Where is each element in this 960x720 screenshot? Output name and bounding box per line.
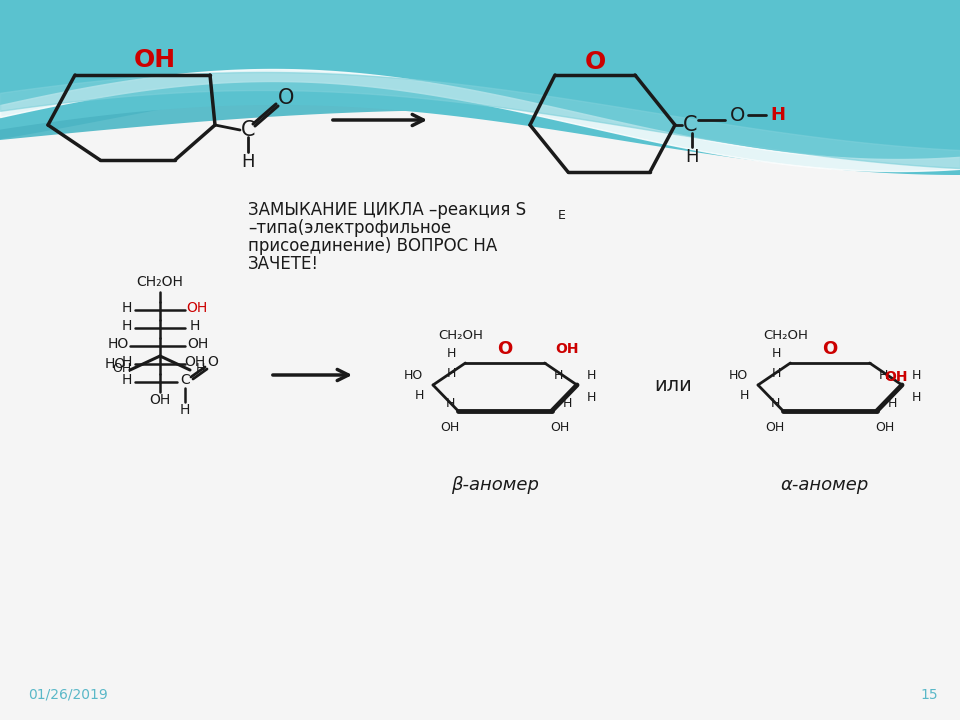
Text: H: H <box>587 369 596 382</box>
Text: O: O <box>585 50 606 74</box>
Text: H: H <box>122 355 132 369</box>
Text: H: H <box>241 153 254 171</box>
Text: β-аномер: β-аномер <box>451 476 539 494</box>
Text: ЗАМЫКАНИЕ ЦИКЛА –реакция S: ЗАМЫКАНИЕ ЦИКЛА –реакция S <box>248 201 526 219</box>
Text: H: H <box>771 106 785 124</box>
Text: H: H <box>772 346 781 359</box>
Text: O: O <box>497 340 513 358</box>
Text: O: O <box>277 88 294 108</box>
Text: E: E <box>558 209 565 222</box>
Text: HO: HO <box>729 369 748 382</box>
Text: OH: OH <box>112 361 132 374</box>
Text: CH₂OH: CH₂OH <box>763 328 807 341</box>
Text: ЗАЧЕТЕ!: ЗАЧЕТЕ! <box>248 255 319 273</box>
Text: HO: HO <box>403 369 422 382</box>
Text: OH: OH <box>186 301 207 315</box>
Polygon shape <box>0 110 960 720</box>
Text: OH: OH <box>555 342 578 356</box>
Polygon shape <box>0 0 960 153</box>
Text: H: H <box>122 319 132 333</box>
Text: H: H <box>587 390 596 403</box>
Text: OH: OH <box>134 48 176 72</box>
Text: H: H <box>911 390 921 403</box>
Text: H: H <box>446 346 456 359</box>
Text: O: O <box>207 355 219 369</box>
Text: OH: OH <box>765 420 785 433</box>
Text: H: H <box>771 397 780 410</box>
Text: OH: OH <box>876 420 895 433</box>
Text: C: C <box>180 373 190 387</box>
Text: H: H <box>195 361 204 374</box>
Text: H: H <box>445 397 455 410</box>
Text: или: или <box>654 376 692 395</box>
Text: присоединение) ВОПРОС НА: присоединение) ВОПРОС НА <box>248 237 497 255</box>
Text: CH₂OH: CH₂OH <box>438 328 483 341</box>
Text: H: H <box>739 389 749 402</box>
Text: OH: OH <box>441 420 460 433</box>
Text: O: O <box>823 340 838 358</box>
Text: CH₂OH: CH₂OH <box>136 275 183 289</box>
Text: OH: OH <box>884 370 907 384</box>
Text: H: H <box>415 389 423 402</box>
Text: H: H <box>446 366 456 379</box>
Text: OH: OH <box>150 393 171 407</box>
Text: H: H <box>180 403 190 417</box>
Text: 01/26/2019: 01/26/2019 <box>28 688 108 702</box>
Text: C: C <box>241 120 255 140</box>
Text: H: H <box>879 369 888 382</box>
Text: H: H <box>685 148 699 166</box>
Text: HO: HO <box>108 337 129 351</box>
Text: HO: HO <box>105 357 126 371</box>
Text: H: H <box>772 366 781 379</box>
Text: 15: 15 <box>921 688 938 702</box>
Text: α-аномер: α-аномер <box>780 476 869 494</box>
Text: C: C <box>683 115 697 135</box>
Text: OH: OH <box>184 355 205 369</box>
Text: H: H <box>122 373 132 387</box>
Text: H: H <box>554 369 564 382</box>
Text: H: H <box>888 397 898 410</box>
Text: OH: OH <box>187 337 208 351</box>
Text: H: H <box>190 319 201 333</box>
Bar <box>0 0 960 160</box>
Text: –типа(электрофильное: –типа(электрофильное <box>248 219 451 237</box>
Text: OH: OH <box>550 420 569 433</box>
Text: O: O <box>731 106 746 125</box>
Polygon shape <box>0 0 960 175</box>
Polygon shape <box>0 150 960 720</box>
Text: H: H <box>564 397 572 410</box>
Text: H: H <box>122 301 132 315</box>
Text: H: H <box>911 369 921 382</box>
